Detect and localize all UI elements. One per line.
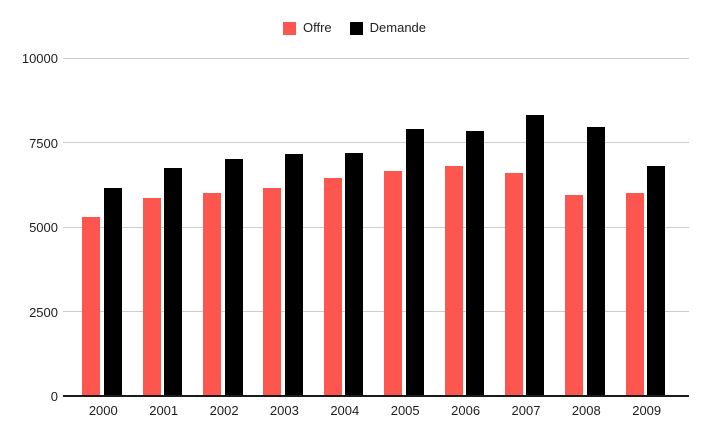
bar-demande-2004 [345,153,364,396]
bar-offre-2004 [323,178,342,396]
x-axis-label: 2005 [390,403,420,418]
bar-offre-2007 [504,173,523,396]
gridline-7500 [63,142,689,143]
x-axis-line [63,395,689,397]
x-axis-label: 2001 [149,403,179,418]
y-axis-tick-label: 7500 [29,135,58,151]
bar-demande-2007 [526,115,545,396]
legend-item-demande: Demande [349,20,427,36]
x-axis-label: 2007 [511,403,541,418]
legend: Offre Demande [0,20,709,36]
bar-offre-2000 [82,217,101,396]
x-axis-label: 2008 [571,403,601,418]
offre-legend-label: Offre [302,20,332,35]
x-axis-label: 2003 [269,403,299,418]
y-axis-tick-label: 10000 [21,51,58,66]
bar-demande-2000 [103,188,122,396]
bar-offre-2009 [625,193,644,396]
bar-offre-2001 [142,198,161,396]
bar-offre-2006 [444,166,463,396]
x-axis-label: 2006 [451,403,481,418]
x-axis-label: 2004 [330,403,360,418]
bar-demande-2009 [647,166,666,396]
gridline-10000 [63,57,689,59]
bar-offre-2005 [384,171,403,396]
bar-offre-2002 [203,193,221,396]
bar-demande-2003 [284,154,303,396]
x-axis-label: 2002 [209,403,239,418]
demande-legend-label: Demande [369,20,427,35]
offre-swatch [282,21,296,35]
legend-item-offre: Offre [282,20,332,36]
y-axis-tick-label: 5000 [29,220,58,235]
x-axis-label: 2000 [88,403,118,418]
bar-offre-2008 [565,195,584,396]
bar-demande-2002 [224,159,243,396]
bar-demande-2006 [466,131,484,396]
bar-offre-2003 [263,188,282,396]
gridline-2500 [63,311,689,312]
demande-swatch [349,21,363,35]
bar-demande-2005 [405,129,424,396]
bar-demande-2001 [164,168,183,396]
bar-demande-2008 [586,127,605,396]
y-axis-tick-label: 0 [50,389,58,404]
y-axis-tick-label: 2500 [29,304,58,320]
x-axis-label: 2009 [632,403,662,418]
gridline-5000 [63,226,689,228]
